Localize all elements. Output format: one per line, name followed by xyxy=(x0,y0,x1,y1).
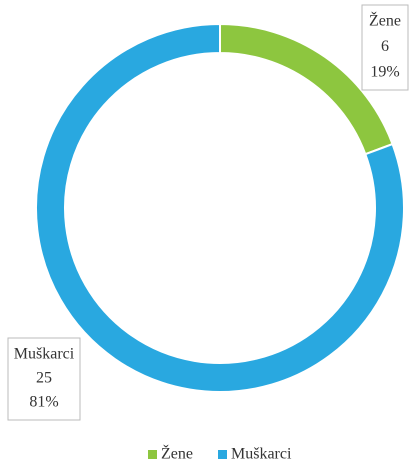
donut-segment xyxy=(35,22,405,393)
data-label-box xyxy=(361,4,409,91)
data-label-category: Muškarci xyxy=(14,346,75,363)
data-label-percent: 81% xyxy=(29,394,58,411)
data-label-category: Žene xyxy=(369,11,401,30)
legend-swatch xyxy=(148,450,157,459)
legend-swatch xyxy=(218,450,227,459)
data-label-value: 25 xyxy=(36,370,52,387)
data-label-percent: 19% xyxy=(370,64,399,81)
data-label-box xyxy=(7,337,81,421)
legend-label: Muškarci xyxy=(231,446,292,463)
legend-label: Žene xyxy=(161,444,193,463)
data-label-value: 6 xyxy=(381,38,389,55)
